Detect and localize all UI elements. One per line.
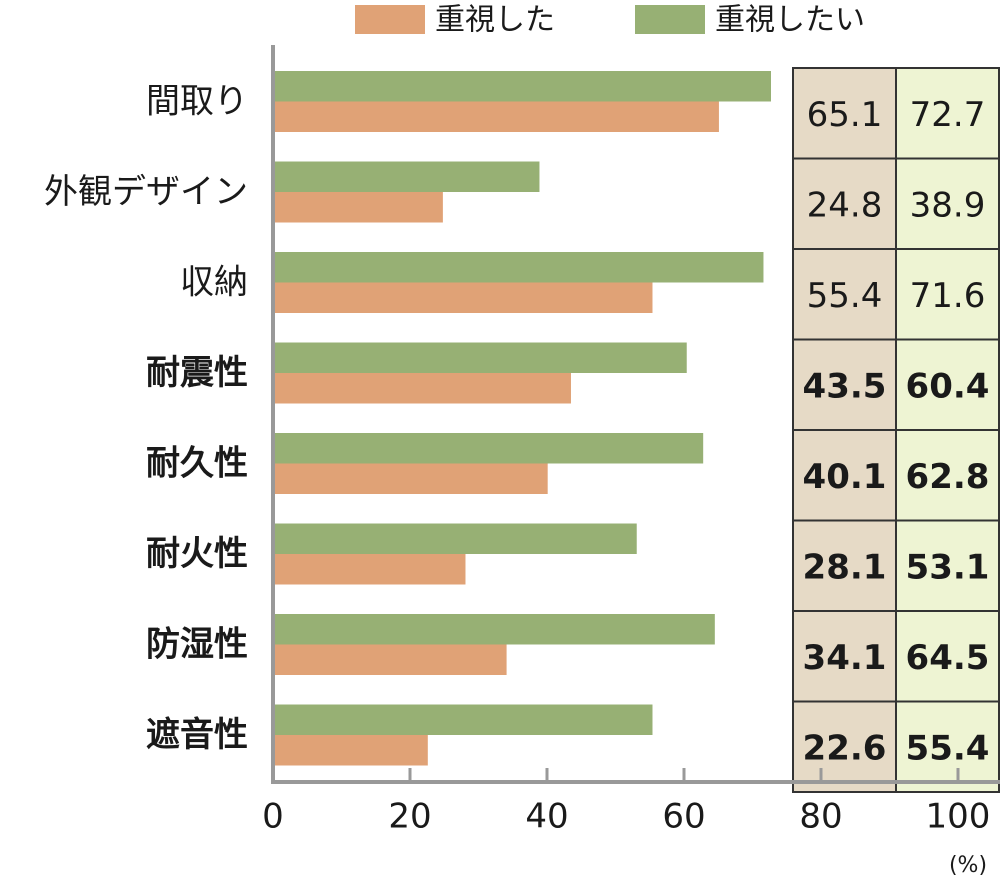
bar bbox=[273, 342, 687, 373]
x-tick-label: 20 bbox=[388, 797, 431, 837]
table-cell bbox=[895, 338, 1000, 431]
bar bbox=[273, 71, 771, 102]
bar bbox=[273, 373, 571, 404]
table-value: 40.1 bbox=[803, 457, 887, 497]
bar bbox=[273, 161, 540, 192]
category-label: 外観デザイン bbox=[44, 172, 248, 212]
table-value: 28.1 bbox=[803, 547, 887, 587]
x-tick-label: 0 bbox=[262, 797, 284, 837]
legend-label: 重視した bbox=[435, 3, 555, 38]
legend-swatch bbox=[355, 5, 425, 34]
category-label: 防湿性 bbox=[146, 625, 248, 665]
table-value: 22.6 bbox=[803, 728, 887, 768]
bar bbox=[273, 101, 719, 132]
table-value: 24.8 bbox=[807, 185, 883, 225]
category-label: 遮音性 bbox=[146, 715, 248, 755]
table-value: 53.1 bbox=[906, 547, 990, 587]
table-value: 62.8 bbox=[906, 457, 990, 497]
x-tick-label: 100 bbox=[926, 797, 991, 837]
table-value: 64.5 bbox=[906, 638, 990, 678]
table-value: 55.4 bbox=[807, 276, 883, 316]
bar bbox=[273, 192, 443, 223]
table-cell bbox=[895, 519, 1000, 612]
category-label: 耐震性 bbox=[146, 353, 248, 393]
x-tick-label: 80 bbox=[799, 797, 842, 837]
legend-label: 重視したい bbox=[715, 3, 865, 38]
table-cell bbox=[895, 157, 1000, 250]
table-value: 60.4 bbox=[906, 366, 990, 406]
table-value: 72.7 bbox=[910, 95, 986, 135]
bar bbox=[273, 735, 428, 766]
table-value: 43.5 bbox=[803, 366, 887, 406]
category-label: 耐久性 bbox=[146, 444, 248, 484]
category-label: 耐火性 bbox=[146, 534, 248, 574]
bar bbox=[273, 644, 507, 675]
table-cell bbox=[895, 700, 1000, 793]
table-value: 34.1 bbox=[803, 638, 887, 678]
table-value: 38.9 bbox=[910, 185, 986, 225]
bar bbox=[273, 463, 548, 494]
table-cell bbox=[895, 610, 1000, 703]
table-cell bbox=[792, 67, 897, 160]
bar bbox=[273, 523, 637, 554]
category-label: 収納 bbox=[180, 263, 248, 303]
table-cell bbox=[792, 157, 897, 250]
bar bbox=[273, 614, 715, 645]
x-tick-label: 40 bbox=[525, 797, 568, 837]
table-cell bbox=[895, 248, 1000, 341]
bar bbox=[273, 433, 704, 464]
category-label: 間取り bbox=[146, 82, 248, 122]
bar bbox=[273, 252, 764, 283]
bar bbox=[273, 554, 466, 585]
table-cell bbox=[895, 429, 1000, 522]
bar bbox=[273, 282, 653, 313]
x-tick-label: 60 bbox=[662, 797, 705, 837]
legend-swatch bbox=[635, 5, 705, 34]
x-unit: (%) bbox=[949, 853, 987, 878]
bar bbox=[273, 704, 653, 735]
table-cell bbox=[895, 67, 1000, 160]
table-value: 55.4 bbox=[906, 728, 990, 768]
table-value: 71.6 bbox=[910, 276, 986, 316]
table-value: 65.1 bbox=[807, 95, 883, 135]
